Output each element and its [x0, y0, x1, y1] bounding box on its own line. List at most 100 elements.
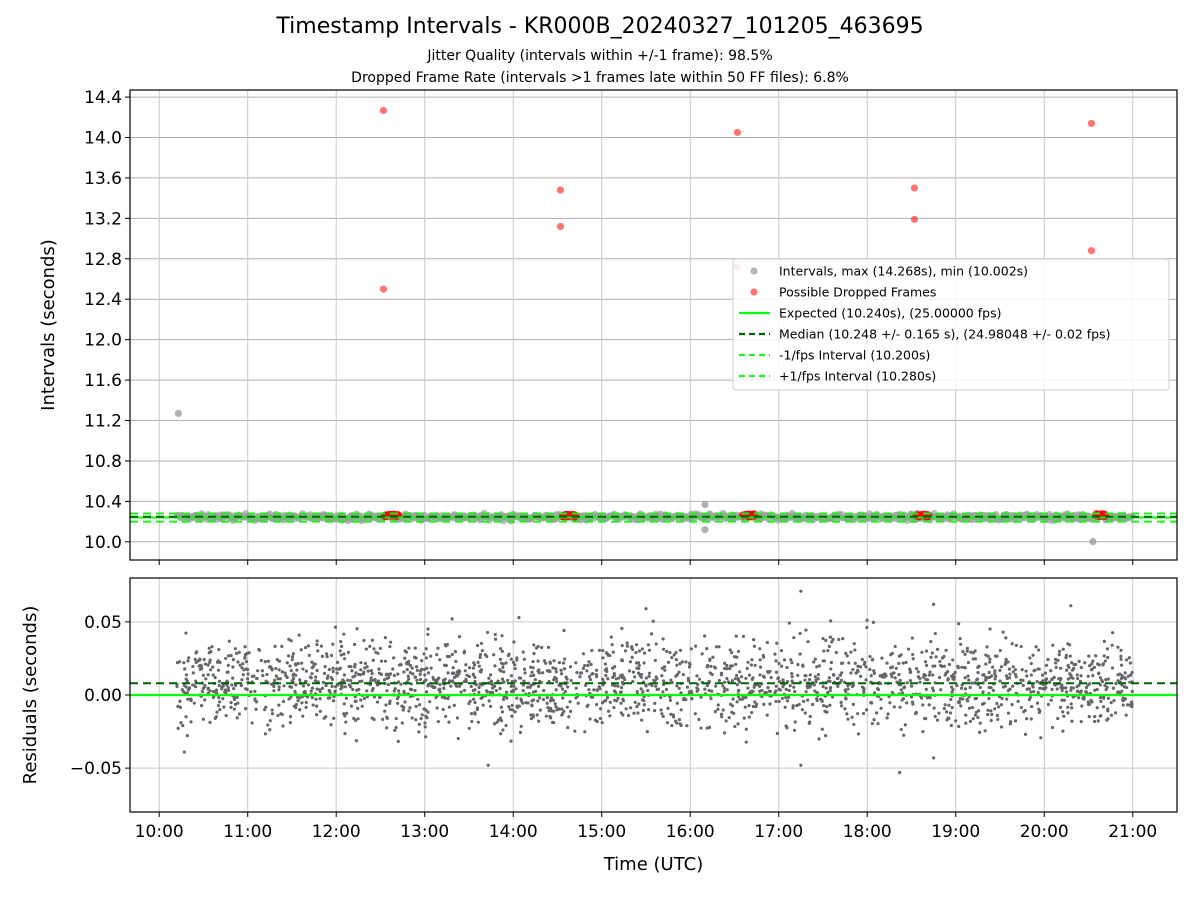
residual-point — [183, 667, 187, 671]
residual-point — [663, 668, 667, 672]
residual-point — [1035, 680, 1039, 684]
residual-point — [388, 699, 392, 703]
residual-point — [216, 668, 221, 672]
residual-point — [654, 684, 658, 688]
residual-outlier-point — [486, 763, 490, 767]
residual-point — [554, 667, 558, 671]
residual-point — [1130, 704, 1134, 709]
residual-point — [749, 663, 753, 667]
residual-point — [998, 648, 1002, 653]
residual-point — [285, 675, 289, 680]
residual-point — [280, 644, 284, 648]
residual-point — [546, 645, 551, 650]
residual-point — [574, 661, 578, 665]
residual-point — [1077, 683, 1081, 687]
residual-point — [1070, 719, 1074, 723]
residual-point — [784, 695, 788, 700]
residual-point — [377, 671, 382, 675]
residual-point — [995, 713, 999, 718]
residual-point — [812, 660, 816, 664]
residual-point — [865, 625, 869, 630]
residual-point — [333, 685, 338, 689]
residual-point — [886, 712, 890, 716]
residual-point — [792, 728, 797, 732]
residual-point — [428, 700, 432, 704]
residual-point — [595, 668, 599, 672]
residual-point — [806, 698, 810, 702]
residual-point — [181, 724, 185, 728]
residual-point — [515, 656, 519, 660]
residual-point — [703, 687, 707, 691]
residual-point — [619, 673, 623, 678]
residual-point — [561, 696, 565, 700]
residual-point — [362, 638, 366, 643]
residual-point — [342, 632, 346, 636]
residual-point — [773, 652, 777, 656]
residual-point — [693, 644, 698, 648]
residual-point — [344, 720, 348, 724]
residual-point — [475, 707, 480, 712]
residual-point — [898, 705, 902, 709]
residual-point — [244, 659, 249, 664]
residual-point — [512, 640, 516, 644]
residual-point — [370, 716, 374, 720]
residual-point — [806, 686, 810, 690]
residual-point — [721, 684, 725, 688]
residual-point — [399, 682, 403, 686]
residual-point — [1023, 732, 1028, 736]
residual-point — [562, 709, 566, 713]
residual-point — [547, 669, 551, 673]
residual-point — [237, 712, 242, 716]
residual-point — [924, 687, 928, 691]
residual-point — [364, 647, 368, 651]
residual-point — [957, 724, 961, 729]
residual-point — [921, 703, 925, 707]
residual-point — [617, 676, 621, 680]
residual-point — [574, 696, 578, 700]
dropped-frame-point — [556, 186, 565, 194]
residual-point — [646, 643, 650, 647]
residual-point — [752, 644, 757, 648]
residual-point — [865, 618, 869, 622]
residual-point — [914, 710, 918, 715]
residual-point — [1061, 710, 1065, 714]
residual-point — [844, 651, 848, 656]
residual-point — [990, 674, 994, 678]
residual-point — [626, 713, 631, 718]
residual-point — [1121, 696, 1125, 700]
residual-point — [342, 702, 346, 706]
residual-point — [858, 665, 863, 669]
residual-point — [1027, 698, 1031, 702]
top-y-tick-label: 14.4 — [84, 88, 122, 108]
residual-point — [491, 683, 495, 687]
residual-point — [329, 723, 333, 727]
residual-point — [407, 646, 411, 650]
residual-point — [356, 717, 360, 721]
residual-point — [1034, 645, 1038, 649]
residual-point — [1124, 713, 1128, 717]
residual-point — [670, 655, 674, 660]
residual-point — [536, 645, 540, 649]
residual-point — [542, 659, 547, 663]
residual-point — [905, 701, 909, 705]
residual-point — [973, 713, 978, 717]
residual-point — [522, 657, 526, 661]
residual-point — [323, 664, 327, 669]
residual-point — [417, 722, 421, 726]
residual-point — [713, 710, 717, 714]
residual-point — [677, 717, 682, 722]
residual-point — [509, 657, 513, 661]
residual-point — [518, 730, 522, 735]
residual-point — [935, 718, 940, 722]
residual-point — [240, 678, 244, 682]
residual-point — [880, 656, 884, 660]
residual-point — [477, 664, 481, 668]
residual-point — [432, 677, 436, 681]
residual-point — [677, 686, 681, 691]
residual-point — [678, 722, 682, 726]
residual-point — [598, 687, 602, 691]
residual-point — [993, 654, 998, 658]
residual-point — [1114, 681, 1118, 686]
residual-point — [921, 675, 926, 679]
residual-point — [217, 647, 221, 652]
